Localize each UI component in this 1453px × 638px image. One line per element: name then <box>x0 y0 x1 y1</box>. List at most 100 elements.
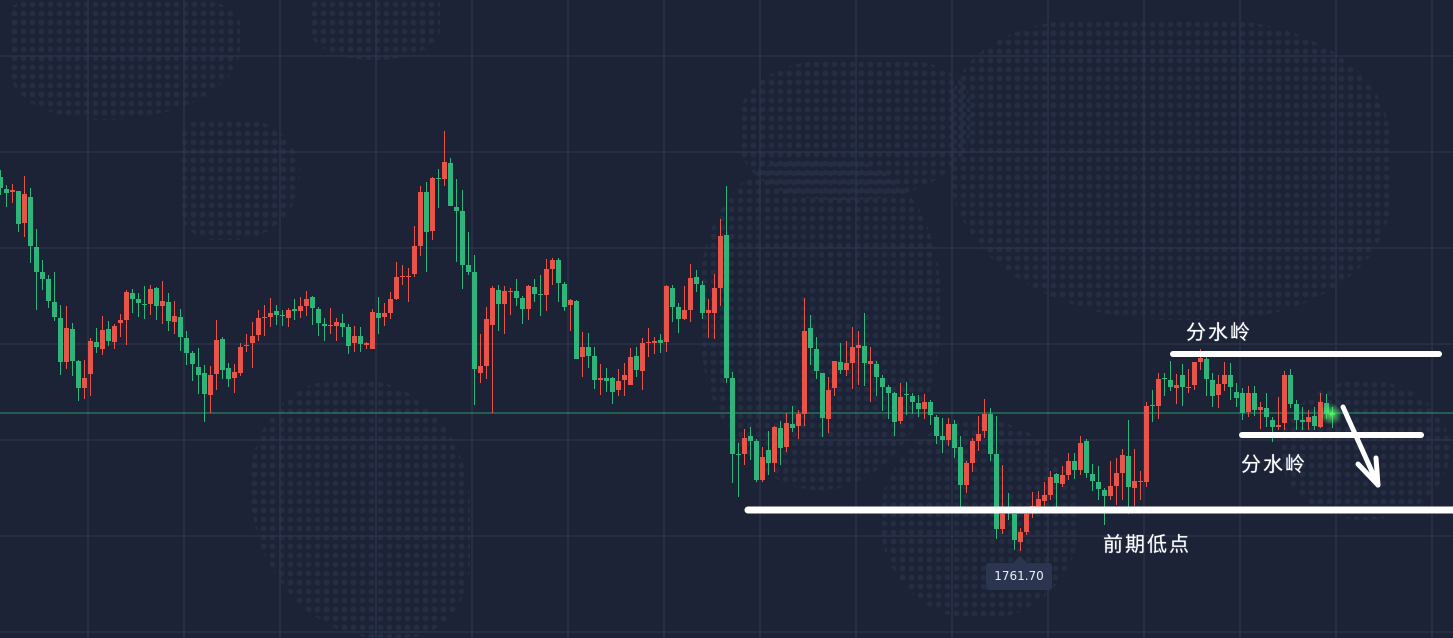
candle <box>1150 390 1155 422</box>
candle-body <box>364 343 369 345</box>
candle <box>238 343 243 376</box>
candle <box>250 322 255 368</box>
candle-body <box>1036 499 1041 508</box>
candle <box>166 293 171 331</box>
candle-body <box>436 178 441 179</box>
candle <box>334 318 339 341</box>
candle-body <box>1084 441 1089 473</box>
candle <box>28 188 33 263</box>
candle-body <box>352 336 357 343</box>
candle-body <box>1186 387 1191 388</box>
candle <box>550 258 555 285</box>
candle-body <box>646 342 651 343</box>
candle <box>1246 386 1251 417</box>
candle <box>1312 407 1317 430</box>
candle-body <box>460 211 465 265</box>
candle <box>418 186 423 256</box>
candle-body <box>724 235 729 378</box>
candle <box>1138 471 1143 500</box>
candle <box>1192 362 1197 390</box>
candle-body <box>622 375 627 380</box>
candle-body <box>784 423 789 447</box>
candle <box>1108 461 1113 500</box>
candle-body <box>88 341 93 374</box>
candle <box>298 297 303 318</box>
candle <box>544 259 549 311</box>
candle <box>70 323 75 376</box>
candle <box>304 291 309 316</box>
candle-body <box>1042 495 1047 501</box>
candle-body <box>148 289 153 304</box>
candle-body <box>136 299 141 303</box>
candle <box>664 285 669 352</box>
candle-body <box>520 298 525 309</box>
candle-body <box>1240 393 1245 413</box>
candle <box>706 299 711 338</box>
candle-body <box>10 190 15 192</box>
candle <box>10 184 15 203</box>
candle <box>1144 402 1149 487</box>
candle <box>916 395 921 417</box>
candle <box>796 410 801 439</box>
candle-body <box>928 402 933 415</box>
candle <box>1126 420 1131 514</box>
candle-body <box>1162 378 1167 379</box>
candle <box>400 265 405 285</box>
candle-body <box>310 297 315 308</box>
low-price-tag: 1761.70 <box>986 556 1052 590</box>
candle-body <box>1096 482 1101 489</box>
candle-body <box>1126 456 1131 487</box>
candle-body <box>610 378 615 392</box>
candle <box>634 347 639 377</box>
candle-body <box>40 272 45 279</box>
candle-body <box>250 336 255 343</box>
candle <box>892 392 897 436</box>
candle-body <box>778 428 783 448</box>
candle <box>556 258 561 302</box>
candle-body <box>130 293 135 299</box>
candle-body <box>922 402 927 409</box>
candle <box>688 264 693 322</box>
candle <box>406 268 411 302</box>
candle <box>430 177 435 240</box>
candle <box>1174 374 1179 404</box>
candle-body <box>832 361 837 388</box>
candle-body <box>988 414 993 454</box>
candle-body <box>106 329 111 341</box>
candle <box>226 363 231 387</box>
candle-body <box>64 328 69 362</box>
candle <box>826 377 831 433</box>
candle <box>424 182 429 272</box>
candle-body <box>1066 461 1071 475</box>
candle <box>832 361 837 396</box>
candle-body <box>292 309 297 311</box>
candle-body <box>1024 514 1029 532</box>
candle-body <box>316 309 321 323</box>
candle <box>1084 439 1089 478</box>
candle-body <box>940 436 945 440</box>
candle-body <box>304 299 309 306</box>
candle-body <box>190 353 195 364</box>
candle-body <box>916 403 921 409</box>
candle <box>40 260 45 290</box>
candle-body <box>466 265 471 272</box>
candle <box>256 310 261 341</box>
candle <box>988 408 993 461</box>
candle-body <box>298 306 303 311</box>
candle-body <box>52 302 57 317</box>
candle-body <box>712 288 717 313</box>
candle-body <box>688 278 693 310</box>
candle <box>982 399 987 438</box>
candle-body <box>982 414 987 431</box>
candle <box>526 285 531 320</box>
lower-watershed-label: 分水岭 <box>1241 452 1307 476</box>
candle <box>82 360 87 399</box>
candle <box>376 297 381 334</box>
candle <box>532 279 537 302</box>
candle-body <box>976 434 981 441</box>
candle <box>1066 453 1071 480</box>
candle-body <box>220 339 225 370</box>
candle-body <box>892 393 897 422</box>
candle-body <box>700 285 705 313</box>
